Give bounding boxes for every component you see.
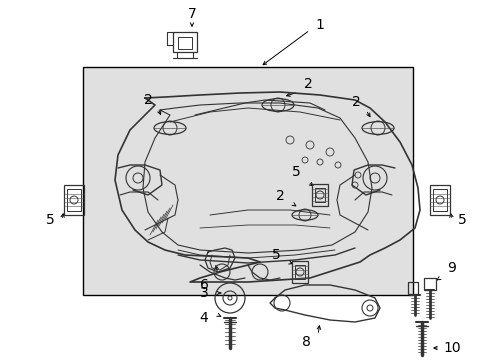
Bar	[423, 278, 435, 290]
Text: 7: 7	[187, 7, 196, 21]
Text: 5: 5	[45, 213, 54, 227]
Text: 5: 5	[271, 248, 280, 262]
Text: 2: 2	[143, 93, 152, 107]
Text: 10: 10	[442, 341, 460, 355]
Bar	[173, 32, 197, 52]
Bar	[178, 37, 192, 49]
Text: 3: 3	[199, 286, 208, 300]
Text: 1: 1	[315, 18, 324, 32]
Text: 6: 6	[199, 278, 208, 292]
Bar	[407, 282, 417, 294]
Text: 2: 2	[303, 77, 312, 91]
Bar	[83, 67, 412, 295]
Bar	[67, 189, 81, 211]
Bar	[291, 261, 307, 283]
Bar	[432, 189, 446, 211]
Bar	[64, 185, 84, 215]
Bar	[311, 184, 327, 206]
Text: 9: 9	[447, 261, 455, 275]
Text: 5: 5	[291, 165, 300, 179]
Text: 2: 2	[275, 189, 284, 203]
Bar	[314, 188, 325, 202]
Bar	[429, 185, 449, 215]
Bar	[294, 265, 305, 279]
Text: 2: 2	[351, 95, 360, 109]
Text: 4: 4	[199, 311, 208, 325]
Text: 5: 5	[457, 213, 466, 227]
Text: 8: 8	[301, 335, 310, 349]
